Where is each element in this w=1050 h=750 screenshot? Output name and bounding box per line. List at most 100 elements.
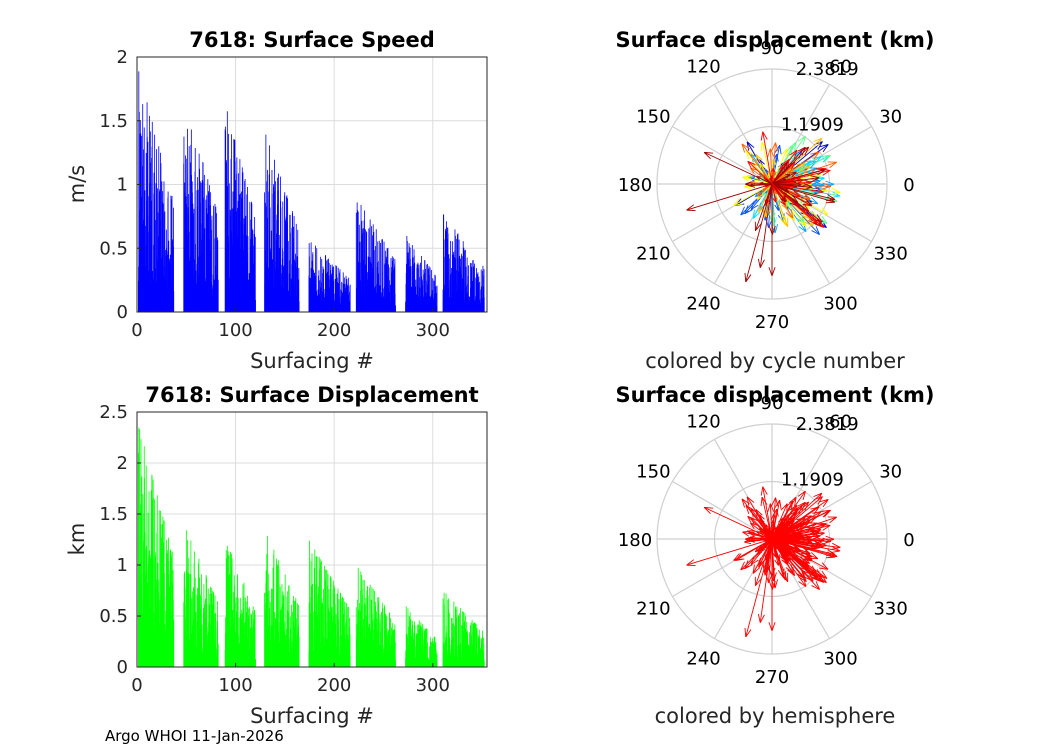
- bar: [409, 266, 411, 312]
- bar: [253, 245, 255, 312]
- bar: [473, 266, 475, 312]
- arrow-head: [780, 201, 786, 206]
- arrow-head: [805, 198, 813, 206]
- displacement-title: 7618: Surface Displacement: [145, 383, 478, 407]
- arrow-head: [790, 564, 794, 574]
- bar: [316, 618, 318, 667]
- bar: [267, 218, 269, 312]
- bar: [246, 194, 248, 312]
- bar: [192, 203, 194, 312]
- y-tick-label: 2.5: [99, 402, 128, 423]
- arrow-head: [822, 540, 832, 545]
- bar: [318, 592, 319, 667]
- bar: [169, 585, 170, 667]
- bar: [415, 294, 417, 312]
- bar: [405, 606, 407, 667]
- arrow-head: [789, 557, 799, 562]
- bar: [430, 269, 432, 312]
- bar: [207, 204, 209, 312]
- bar: [289, 232, 291, 312]
- bar: [188, 146, 190, 312]
- arrow-head: [752, 212, 761, 219]
- bar: [214, 595, 216, 667]
- arrow-head: [814, 546, 824, 550]
- bar: [449, 637, 451, 667]
- bar: [357, 210, 358, 312]
- bar: [338, 619, 339, 667]
- arrow-head: [810, 197, 819, 204]
- arrow-head: [752, 567, 761, 574]
- bar: [389, 612, 391, 667]
- arrow-head: [810, 530, 820, 534]
- displacement-arrow: [759, 183, 773, 268]
- arrow-head: [758, 204, 760, 213]
- bar: [429, 267, 431, 312]
- y-tick-label: 0: [117, 657, 128, 678]
- arrow-head: [754, 547, 759, 553]
- bar: [314, 611, 316, 667]
- bar: [448, 258, 450, 312]
- bar: [369, 584, 371, 667]
- speed-bars: [137, 71, 485, 313]
- bar: [443, 604, 445, 667]
- arrow-head: [744, 186, 752, 190]
- y-tick-label: 0.5: [99, 238, 128, 259]
- bar: [273, 187, 275, 312]
- arrow-head: [819, 499, 829, 503]
- arrow-head: [813, 151, 820, 160]
- displacement-arrow: [771, 501, 810, 540]
- arrow-head: [741, 498, 746, 508]
- bar: [412, 640, 414, 667]
- arrow-head: [803, 537, 812, 542]
- bar: [196, 594, 198, 667]
- bar: [412, 638, 414, 667]
- bar: [194, 259, 195, 312]
- bar: [473, 642, 474, 667]
- polar-hemisphere-arrows: [686, 486, 841, 638]
- bar: [461, 624, 462, 667]
- arrow-head: [825, 556, 835, 559]
- arrow-head: [815, 226, 821, 235]
- bar: [163, 181, 165, 312]
- bar: [368, 257, 370, 312]
- x-tick-label: 0: [131, 320, 142, 341]
- bar: [416, 624, 418, 667]
- bar: [443, 642, 445, 667]
- bar: [425, 268, 426, 312]
- arrow-head: [810, 532, 820, 538]
- bar: [470, 263, 472, 312]
- arrow-head: [754, 192, 759, 198]
- bar: [317, 615, 319, 667]
- bar: [378, 240, 380, 312]
- arrow-head: [803, 538, 813, 543]
- bar: [344, 601, 346, 667]
- bar: [277, 565, 279, 667]
- arrow-head: [804, 576, 814, 582]
- arrow-head: [800, 501, 809, 507]
- bar: [292, 267, 294, 312]
- bar: [477, 275, 478, 312]
- bar: [140, 439, 142, 667]
- bar: [358, 224, 360, 312]
- bar: [337, 267, 339, 312]
- arrow-head: [686, 559, 695, 566]
- bar: [478, 650, 480, 667]
- bar: [325, 273, 327, 312]
- bar: [228, 555, 230, 667]
- bar: [473, 622, 475, 667]
- bar: [463, 247, 465, 312]
- bar: [143, 573, 144, 667]
- bar: [406, 241, 408, 312]
- bar: [359, 611, 361, 667]
- bar: [160, 152, 161, 312]
- bar: [312, 611, 314, 667]
- y-tick-label: 0: [117, 302, 128, 323]
- bar: [141, 135, 143, 312]
- displacement-arrow: [686, 538, 773, 566]
- bar: [138, 71, 140, 313]
- arrow-head: [805, 198, 812, 207]
- bar: [198, 153, 200, 312]
- arrow-head: [770, 513, 775, 520]
- bar: [381, 611, 382, 667]
- arrow-head: [779, 500, 782, 510]
